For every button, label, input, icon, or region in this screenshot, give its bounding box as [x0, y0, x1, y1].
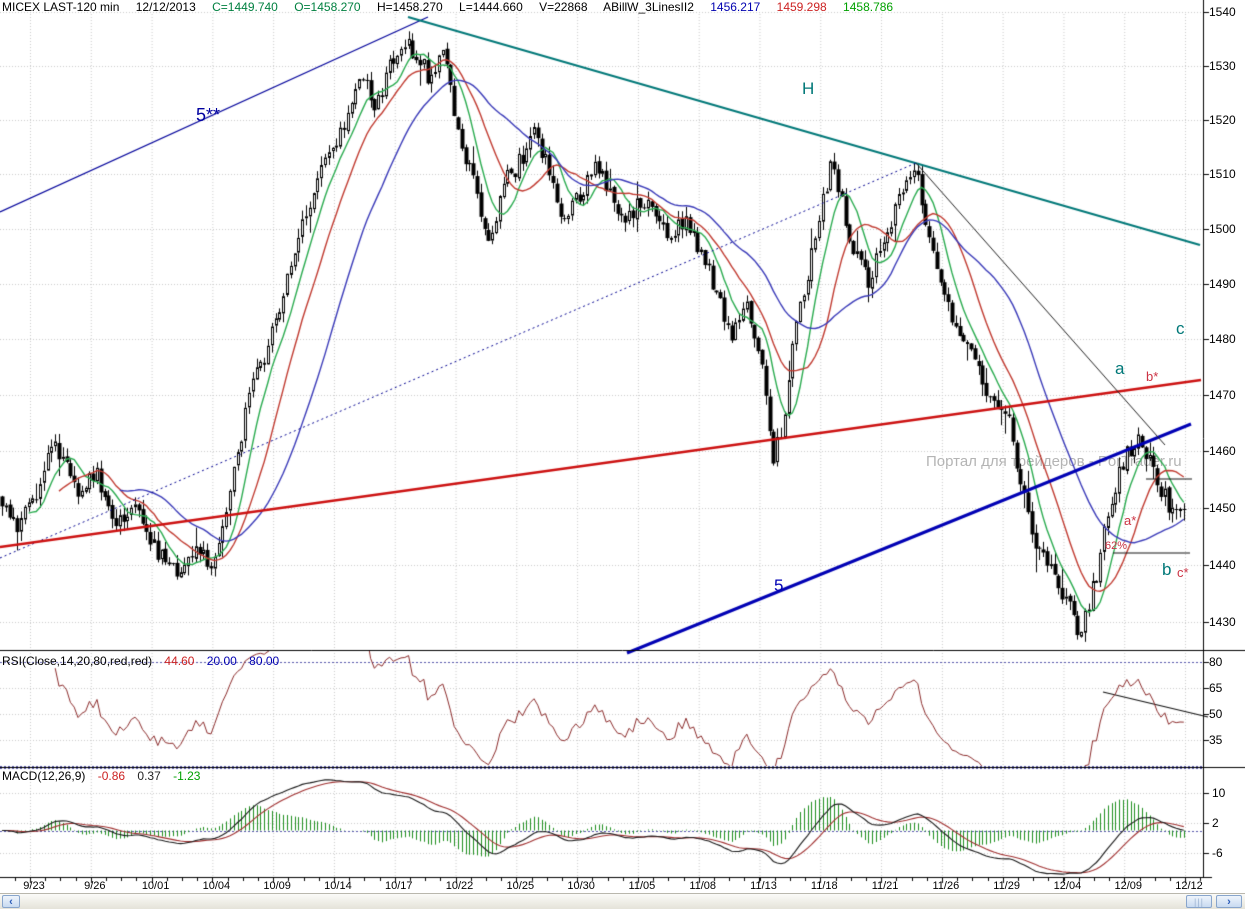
rsi-indicator-name: RSI(Close,14,20,80,red,red) — [2, 654, 153, 668]
scroll-left-button[interactable]: ‹ — [2, 895, 20, 908]
indicator-value-red: 1459.298 — [776, 0, 827, 14]
macd-signal-value: 0.37 — [137, 769, 161, 783]
indicator-value-green: 1458.786 — [843, 0, 894, 14]
scroll-right-button[interactable]: › — [1216, 895, 1242, 908]
open-value: O=1458.270 — [294, 0, 361, 14]
volume-value: V=22868 — [539, 0, 588, 14]
rsi-current-value: 44.60 — [164, 654, 195, 668]
high-value: H=1458.270 — [376, 0, 443, 14]
header-bar: MICEX LAST-120 min 12/12/2013 C=1449.740… — [2, 0, 906, 14]
low-value: L=1444.660 — [459, 0, 523, 14]
rsi-lower-level: 20.00 — [206, 654, 237, 668]
macd-label-row: MACD(12,26,9) -0.86 0.37 -1.23 — [2, 769, 209, 783]
scrollbar-thumb-button[interactable]: ||| — [1186, 895, 1212, 908]
indicator-name: ABillW_3LinesII2 — [603, 0, 694, 14]
indicator-value-blue: 1456.217 — [710, 0, 761, 14]
macd-hist-value: -1.23 — [173, 769, 201, 783]
macd-main-value: -0.86 — [97, 769, 126, 783]
horizontal-scrollbar[interactable]: ‹ ||| › — [0, 893, 1245, 909]
symbol-label: MICEX LAST-120 min — [2, 0, 120, 14]
date-label: 12/12/2013 — [135, 0, 196, 14]
rsi-upper-level: 80.00 — [249, 654, 280, 668]
rsi-label-row: RSI(Close,14,20,80,red,red) 44.60 20.00 … — [2, 654, 288, 668]
macd-indicator-name: MACD(12,26,9) — [2, 769, 86, 783]
close-value: C=1449.740 — [212, 0, 278, 14]
